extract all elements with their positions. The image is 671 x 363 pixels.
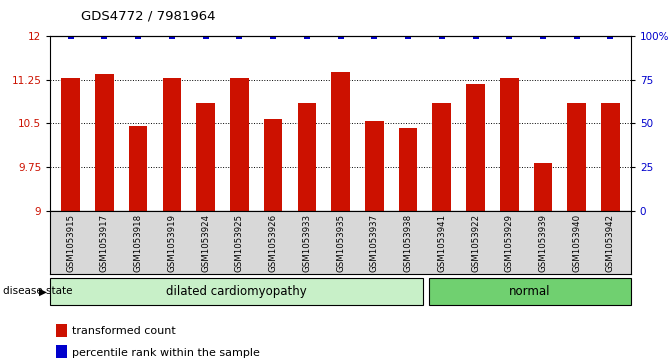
Text: normal: normal bbox=[509, 285, 550, 298]
Point bbox=[470, 33, 481, 39]
Text: GSM1053940: GSM1053940 bbox=[572, 214, 581, 272]
Text: GSM1053915: GSM1053915 bbox=[66, 214, 75, 272]
Text: GSM1053929: GSM1053929 bbox=[505, 214, 514, 272]
Bar bbox=[264, 119, 282, 211]
Point bbox=[572, 33, 582, 39]
Point bbox=[369, 33, 380, 39]
Point bbox=[436, 33, 447, 39]
Point bbox=[504, 33, 515, 39]
Point bbox=[200, 33, 211, 39]
Text: GSM1053924: GSM1053924 bbox=[201, 214, 210, 272]
Bar bbox=[533, 163, 552, 211]
Bar bbox=[331, 72, 350, 211]
Text: percentile rank within the sample: percentile rank within the sample bbox=[72, 348, 260, 358]
Text: GSM1053917: GSM1053917 bbox=[100, 214, 109, 272]
Bar bbox=[95, 74, 113, 211]
Bar bbox=[56, 324, 66, 337]
Point bbox=[403, 33, 413, 39]
Text: GSM1053925: GSM1053925 bbox=[235, 214, 244, 272]
Point bbox=[605, 33, 616, 39]
Text: GSM1053926: GSM1053926 bbox=[268, 214, 278, 272]
FancyBboxPatch shape bbox=[50, 278, 423, 305]
Bar bbox=[56, 345, 66, 358]
Text: GSM1053935: GSM1053935 bbox=[336, 214, 345, 272]
FancyBboxPatch shape bbox=[429, 278, 631, 305]
Point bbox=[268, 33, 278, 39]
Bar bbox=[399, 128, 417, 211]
Point bbox=[537, 33, 548, 39]
Text: GSM1053939: GSM1053939 bbox=[539, 214, 548, 272]
Bar bbox=[568, 103, 586, 211]
Bar bbox=[162, 78, 181, 211]
Text: GSM1053922: GSM1053922 bbox=[471, 214, 480, 272]
Bar bbox=[365, 121, 384, 211]
Text: ▶: ▶ bbox=[39, 286, 47, 297]
Text: GSM1053938: GSM1053938 bbox=[403, 214, 413, 272]
Point bbox=[65, 33, 76, 39]
Text: GSM1053933: GSM1053933 bbox=[303, 214, 311, 272]
Bar bbox=[230, 78, 248, 211]
Text: GSM1053941: GSM1053941 bbox=[437, 214, 446, 272]
Point bbox=[166, 33, 177, 39]
Bar bbox=[601, 103, 620, 211]
Bar bbox=[466, 84, 484, 211]
Bar bbox=[500, 78, 519, 211]
Bar bbox=[297, 103, 316, 211]
Bar bbox=[129, 126, 148, 211]
Point bbox=[99, 33, 109, 39]
Point bbox=[234, 33, 245, 39]
Text: GSM1053937: GSM1053937 bbox=[370, 214, 378, 272]
Bar bbox=[61, 78, 80, 211]
Point bbox=[133, 33, 144, 39]
Point bbox=[301, 33, 312, 39]
Text: disease state: disease state bbox=[3, 286, 73, 297]
Text: GSM1053919: GSM1053919 bbox=[167, 214, 176, 272]
Bar bbox=[197, 103, 215, 211]
Point bbox=[335, 33, 346, 39]
Text: GSM1053942: GSM1053942 bbox=[606, 214, 615, 272]
Text: GSM1053918: GSM1053918 bbox=[134, 214, 142, 272]
Text: dilated cardiomyopathy: dilated cardiomyopathy bbox=[166, 285, 307, 298]
Text: transformed count: transformed count bbox=[72, 326, 176, 336]
Bar bbox=[433, 103, 451, 211]
Text: GDS4772 / 7981964: GDS4772 / 7981964 bbox=[81, 9, 215, 22]
